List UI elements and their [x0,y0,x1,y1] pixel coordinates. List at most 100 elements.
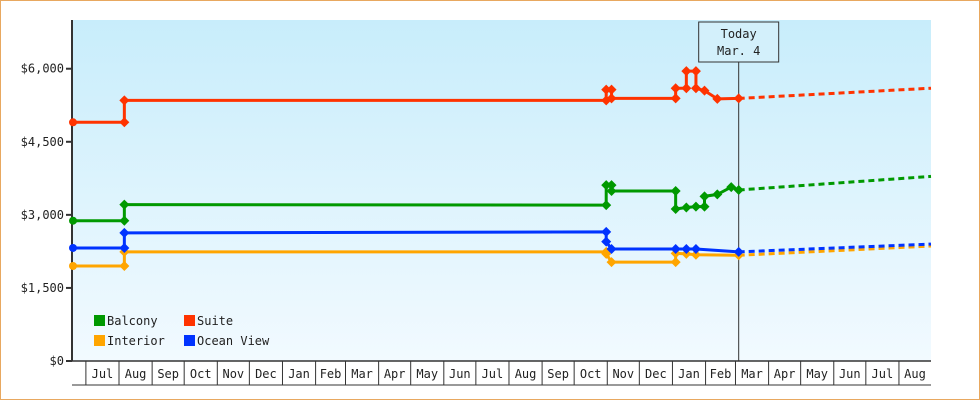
data-point [606,93,617,104]
x-tick-label: Mar [351,367,373,381]
x-tick-label: Nov [612,367,634,381]
x-tick-label: Jul [92,367,114,381]
data-point [670,243,681,254]
data-point [601,200,612,211]
data-point [670,204,681,215]
x-tick-label: Jul [482,367,504,381]
data-point [699,191,710,202]
forecast-line [738,244,932,257]
legend-swatch [184,335,195,346]
x-tick-label: Dec [645,367,667,381]
data-point [606,180,617,191]
data-point [712,93,723,104]
data-point [670,93,681,104]
forecast-line [738,242,932,254]
data-point [681,66,692,77]
legend-swatch [94,335,105,346]
x-tick-label: Sep [547,367,569,381]
legend-label: Balcony [107,314,158,328]
y-tick-label: $6,000 [21,62,64,76]
x-tick-label: Feb [710,367,732,381]
data-point [726,182,737,193]
data-point [606,185,617,196]
data-point [733,185,744,196]
x-tick-label: Aug [125,367,147,381]
data-point [69,216,77,225]
data-point [119,261,130,272]
data-point [670,257,681,268]
today-box [698,21,780,63]
today-label: Today [721,27,757,41]
data-point [670,83,681,94]
data-point [606,243,617,254]
x-tick-label: May [806,367,828,381]
data-point [119,117,130,128]
x-tick-label: Apr [774,367,796,381]
y-tick-label: $0 [50,354,64,368]
data-point [690,201,701,212]
data-point [601,248,612,259]
data-point [712,189,723,200]
data-point [119,227,130,238]
x-tick-label: Apr [384,367,406,381]
data-point [733,246,744,257]
x-tick-label: Feb [320,367,342,381]
data-point [690,83,701,94]
legend-swatch [94,315,105,326]
data-point [690,249,701,260]
x-tick-label: Nov [222,367,244,381]
y-axis: $0 $1,500 $3,000 $4,500 $6,000 [21,20,73,368]
forecast-line [738,174,932,192]
today-date: Mar. 4 [717,44,760,58]
data-point [670,185,681,196]
plot-area [72,20,931,361]
data-point [69,118,77,127]
series-ocean-view [69,226,932,257]
data-point [733,93,744,104]
legend-label: Interior [107,334,165,348]
y-tick-label: $4,500 [21,135,64,149]
legend-label: Ocean View [197,334,270,348]
data-point [606,257,617,268]
y-tick-label: $3,000 [21,208,64,222]
data-point [119,215,130,226]
data-point [601,236,612,247]
x-tick-label: Jan [678,367,700,381]
series-line [72,69,739,124]
x-tick-label: Oct [580,367,602,381]
legend-label: Suite [197,314,233,328]
x-tick-label: Jun [839,367,861,381]
series-group [69,66,932,272]
y-tick-label: $1,500 [21,281,64,295]
x-tick-label: Jan [288,367,310,381]
data-point [119,199,130,210]
series-balcony [69,174,932,226]
x-tick-label: Jul [872,367,894,381]
data-point [601,226,612,237]
data-point [690,243,701,254]
data-point [699,85,710,96]
data-point [606,84,617,95]
x-tick-label: Aug [515,367,537,381]
data-point [681,202,692,213]
x-tick-label: Jun [449,367,471,381]
x-tick-label: Aug [904,367,926,381]
series-suite [69,66,932,128]
x-axis: Jul Aug Sep Oct Nov Dec Jan Feb Mar Apr May Jun Jul A… [72,360,931,386]
legend: Balcony Suite Interior Ocean View [94,314,270,348]
today-marker: Today Mar. 4 [698,21,780,361]
x-tick-label: Sep [157,367,179,381]
legend-swatch [184,315,195,326]
x-tick-label: Dec [255,367,277,381]
forecast-line [738,86,932,100]
x-tick-label: Mar [741,367,763,381]
x-tick-label: May [416,367,438,381]
data-point [690,66,701,77]
data-point [601,180,612,191]
data-point [119,242,130,253]
data-point [681,243,692,254]
data-point [699,201,710,212]
data-point [681,83,692,94]
